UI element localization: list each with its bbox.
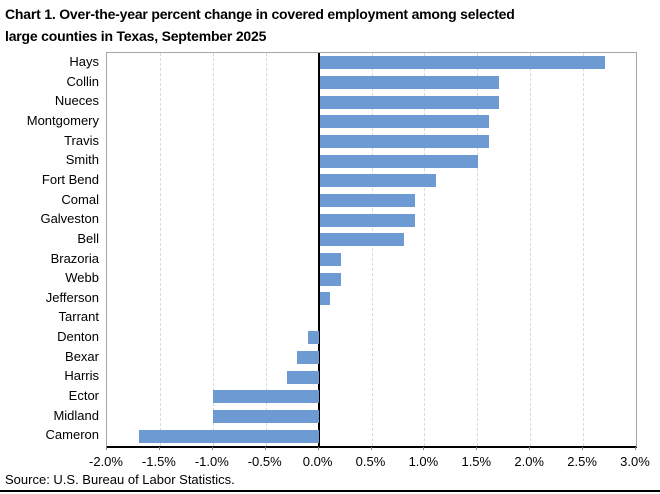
gridline bbox=[265, 53, 267, 446]
source-note: Source: U.S. Bureau of Labor Statistics. bbox=[5, 472, 235, 487]
y-axis-label: Nueces bbox=[54, 93, 99, 109]
x-axis-tick-mark bbox=[158, 447, 160, 450]
bar-harris bbox=[286, 370, 319, 384]
bar-jefferson bbox=[319, 292, 331, 306]
bar-galveston bbox=[319, 213, 415, 227]
chart-title-line-1: Chart 1. Over-the-year percent change in… bbox=[5, 6, 515, 22]
x-axis-tick-mark bbox=[211, 447, 213, 450]
gridline bbox=[530, 53, 532, 446]
y-axis-label: Collin bbox=[66, 73, 99, 89]
bar-montgomery bbox=[319, 115, 489, 129]
x-axis-tick-mark bbox=[635, 447, 636, 450]
y-axis-label: Fort Bend bbox=[41, 171, 99, 187]
bar-fort-bend bbox=[319, 174, 436, 188]
y-axis-label: Galveston bbox=[40, 211, 99, 227]
x-axis-tick-label: -0.5% bbox=[247, 454, 282, 469]
bar-bexar bbox=[297, 351, 319, 365]
chart-title-line-2: large counties in Texas, September 2025 bbox=[5, 28, 267, 44]
x-axis-tick-label: 0.0% bbox=[302, 454, 333, 469]
y-axis-label: Cameron bbox=[45, 427, 99, 443]
y-axis-label: Jefferson bbox=[45, 289, 99, 305]
y-axis-label: Harris bbox=[64, 368, 99, 384]
y-axis-label: Bell bbox=[77, 230, 99, 246]
y-axis-label: Denton bbox=[57, 329, 99, 345]
gridline bbox=[159, 53, 161, 446]
bottom-divider bbox=[0, 490, 660, 492]
bar-ector bbox=[212, 390, 319, 404]
x-axis-tick-label: -1.0% bbox=[194, 454, 229, 469]
x-axis-tick-label: 3.0% bbox=[620, 454, 650, 469]
x-axis-tick-mark bbox=[582, 447, 584, 450]
y-axis-label: Bexar bbox=[65, 348, 99, 364]
bar-smith bbox=[319, 154, 479, 168]
bar-denton bbox=[308, 331, 319, 345]
x-axis-tick-mark bbox=[476, 447, 478, 450]
x-axis-tick-label: 1.5% bbox=[461, 454, 492, 469]
x-axis-tick-label: -1.5% bbox=[141, 454, 176, 469]
bar-collin bbox=[319, 76, 500, 89]
bar-bell bbox=[319, 233, 405, 247]
x-axis-tick-mark bbox=[423, 447, 425, 450]
y-axis-label: Montgomery bbox=[26, 112, 99, 128]
y-axis-label: Brazoria bbox=[50, 250, 99, 266]
gridline bbox=[477, 53, 479, 446]
gridline bbox=[583, 53, 585, 446]
gridline bbox=[212, 53, 214, 446]
y-axis-label: Ector bbox=[68, 388, 99, 403]
bar-brazoria bbox=[319, 252, 341, 266]
bar-comal bbox=[319, 193, 415, 207]
x-axis-tick-label: 2.5% bbox=[567, 454, 597, 469]
zero-axis-line bbox=[317, 53, 320, 446]
x-axis-tick-label: 0.5% bbox=[355, 454, 386, 469]
x-axis-tick-mark bbox=[370, 447, 372, 450]
x-axis-tick-mark bbox=[264, 447, 266, 450]
x-axis-tick-label: 1.0% bbox=[408, 454, 439, 469]
x-axis-tick-label: 2.0% bbox=[514, 454, 544, 469]
bar-hays bbox=[319, 56, 606, 70]
gridline bbox=[424, 53, 426, 446]
y-axis-label: Comal bbox=[61, 191, 99, 207]
x-axis-tick-mark bbox=[317, 447, 319, 450]
bar-cameron bbox=[138, 429, 319, 443]
y-axis-label: Midland bbox=[53, 407, 99, 423]
gridline bbox=[371, 53, 373, 446]
y-axis-label: Hays bbox=[69, 54, 99, 69]
y-axis-label: Travis bbox=[64, 132, 99, 148]
x-axis-tick-mark bbox=[529, 447, 531, 450]
y-axis-label: Smith bbox=[65, 152, 99, 168]
x-axis-tick-label: -2.0% bbox=[89, 454, 123, 469]
bar-midland bbox=[212, 410, 319, 423]
x-axis-tick-mark bbox=[106, 447, 107, 450]
plot-area bbox=[106, 52, 637, 448]
bar-webb bbox=[319, 272, 341, 286]
y-axis-label: Tarrant bbox=[58, 309, 99, 325]
bar-nueces bbox=[319, 95, 500, 109]
y-axis-label: Webb bbox=[65, 270, 99, 286]
bar-travis bbox=[319, 134, 489, 148]
